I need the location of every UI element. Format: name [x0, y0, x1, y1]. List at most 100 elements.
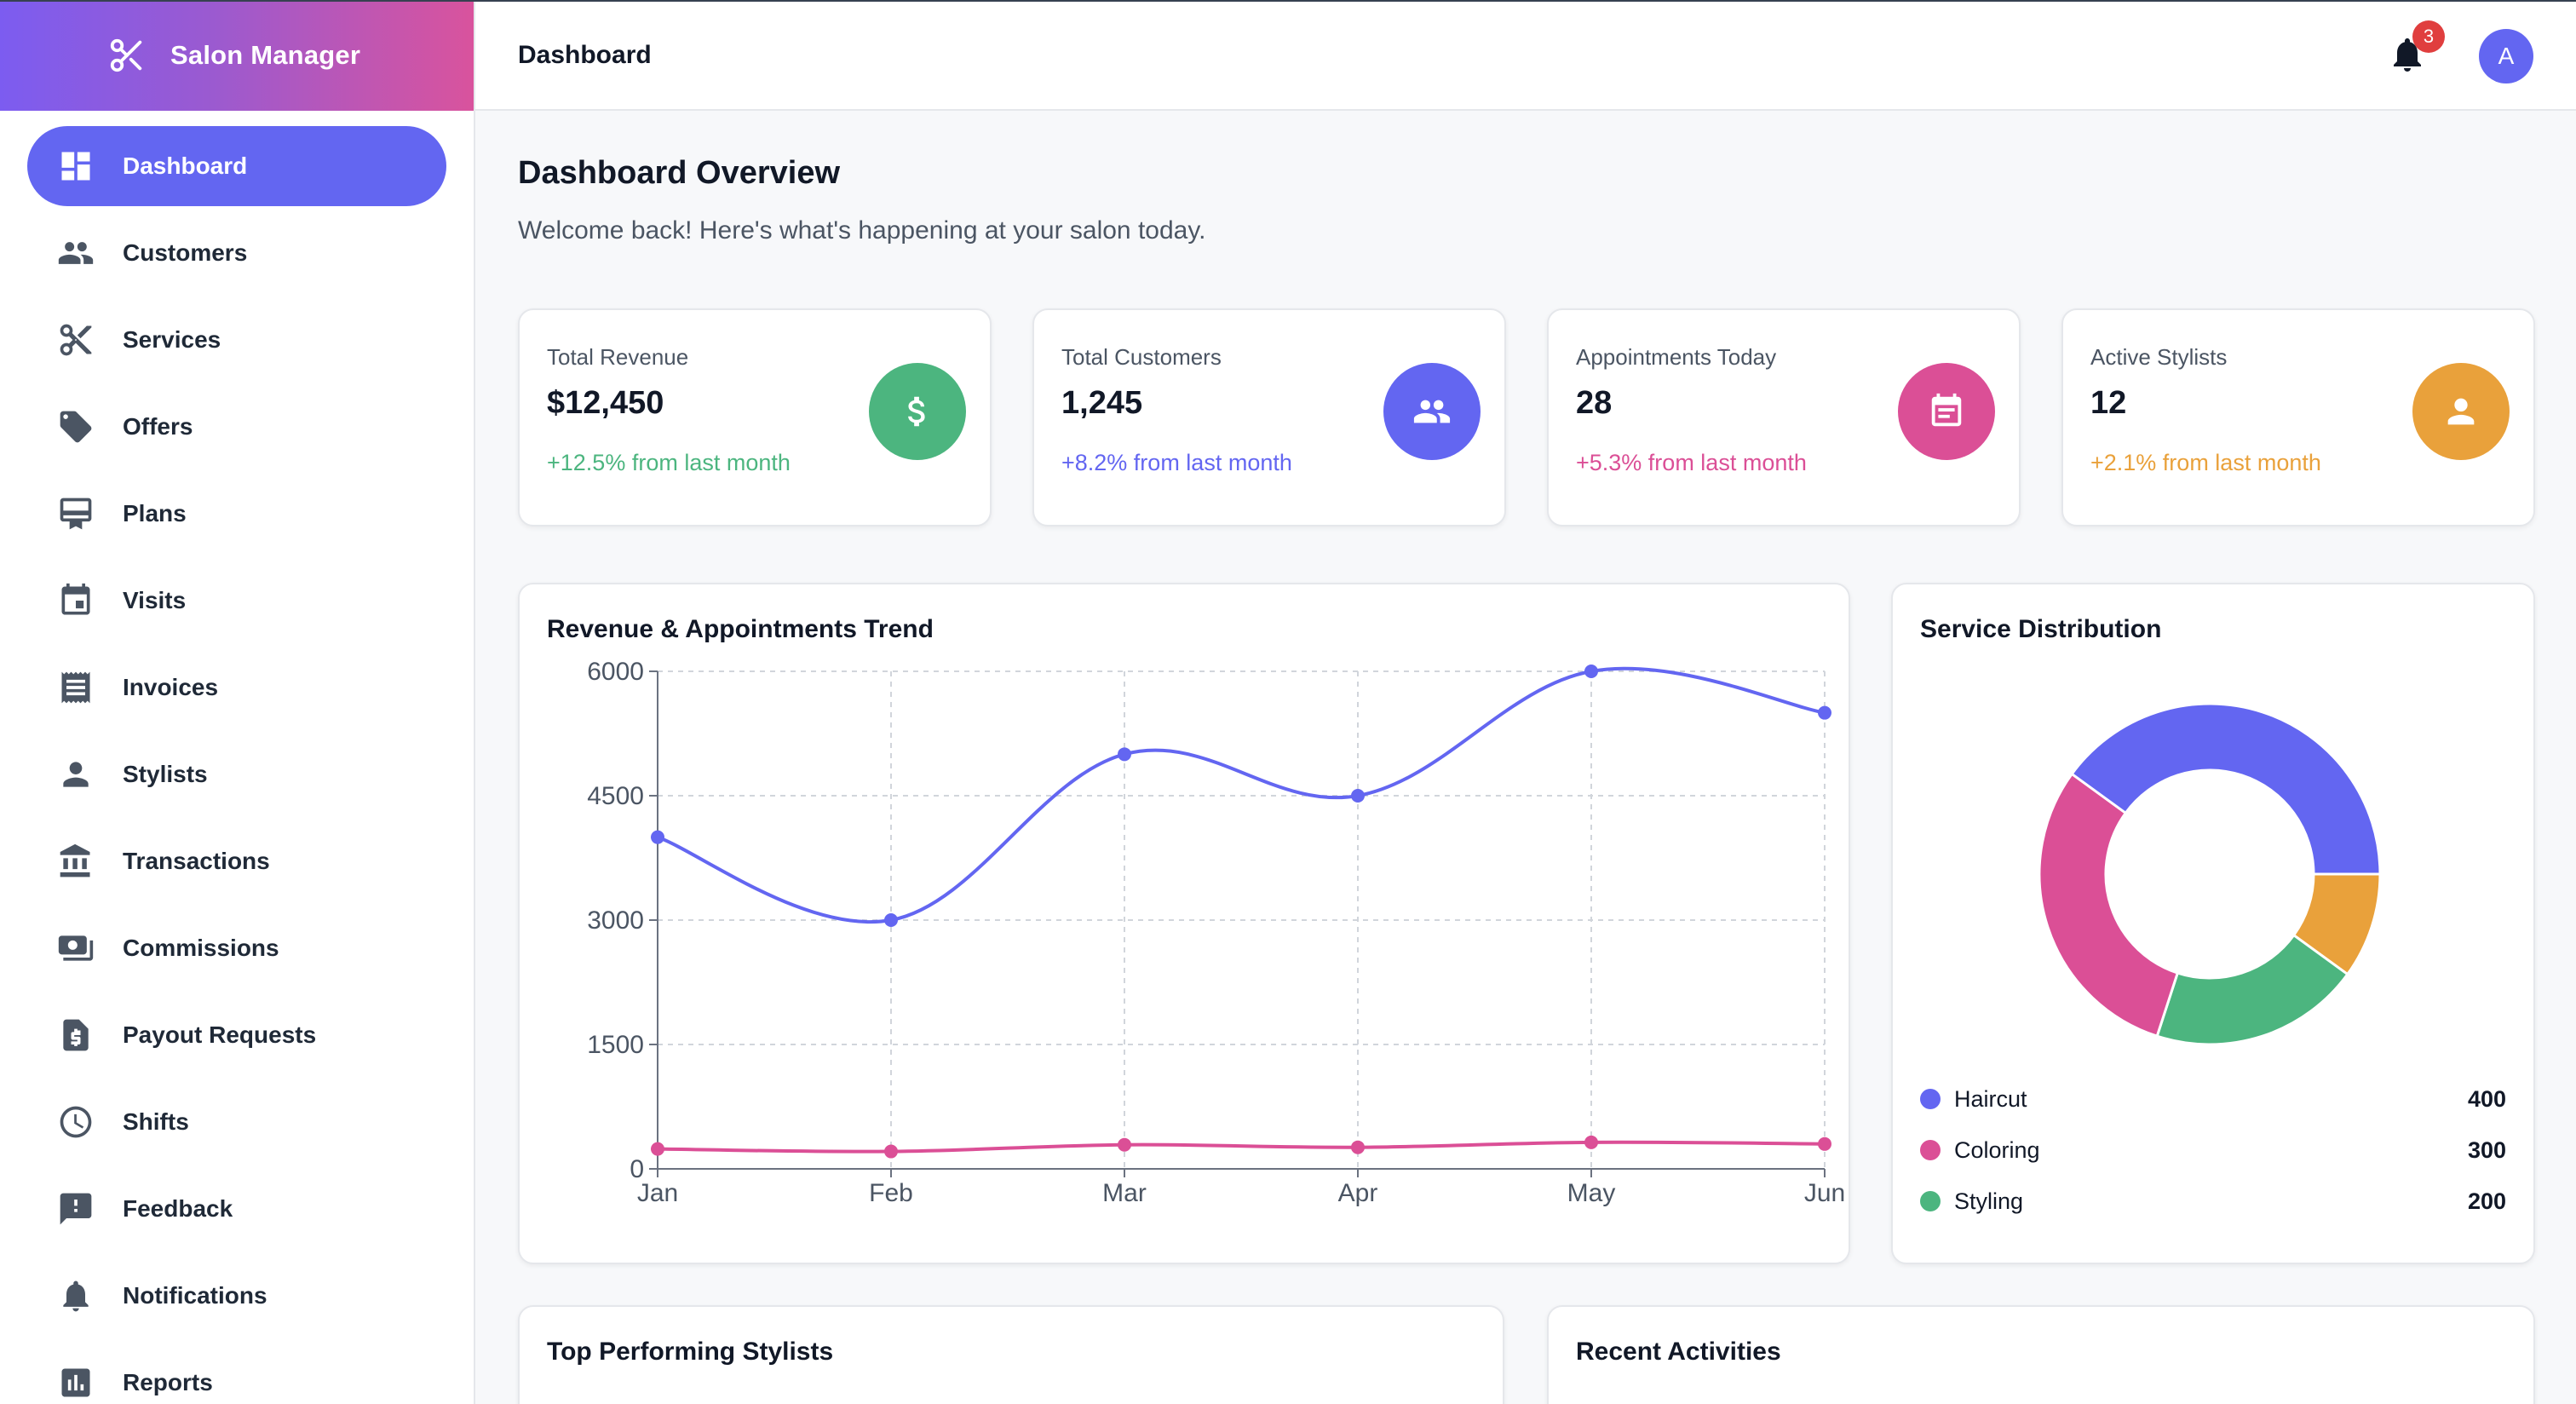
sidebar-nav: Dashboard Customers Services Offers Plan… [0, 111, 474, 1404]
stat-value: 28 [1576, 385, 1613, 421]
sidebar-item-offers[interactable]: Offers [27, 387, 446, 467]
sidebar-item-invoices[interactable]: Invoices [27, 647, 446, 728]
legend-value: 200 [2467, 1188, 2506, 1214]
notifications-button[interactable]: 3 [2387, 20, 2445, 82]
sidebar-item-dashboard[interactable]: Dashboard [27, 126, 446, 206]
stat-card-customers: Total Customers 1,245 +8.2% from last mo… [1032, 308, 1506, 526]
sidebar-item-stylists[interactable]: Stylists [27, 734, 446, 814]
legend-dot [1920, 1089, 1941, 1109]
y-tick-label: 6000 [587, 658, 644, 686]
legend-item-styling[interactable]: Styling 200 [1920, 1184, 2506, 1218]
dollar-icon [869, 363, 966, 460]
scissors-icon [56, 320, 95, 360]
stat-change: +8.2% from last month [1061, 450, 1292, 475]
stat-value: $12,450 [547, 385, 664, 421]
people-icon [56, 233, 95, 273]
tag-icon [56, 407, 95, 446]
notification-count-badge: 3 [2412, 20, 2445, 53]
sidebar-item-transactions[interactable]: Transactions [27, 821, 446, 901]
feedback-icon [56, 1189, 95, 1228]
sidebar-item-label: Visits [123, 587, 187, 613]
y-tick-label: 1500 [587, 1031, 644, 1059]
data-point [651, 1142, 664, 1156]
sidebar-item-payout-requests[interactable]: Payout Requests [27, 995, 446, 1075]
data-point [1584, 665, 1598, 678]
sidebar-item-label: Shifts [123, 1108, 189, 1135]
recent-activities-card: Recent Activities [1547, 1305, 2535, 1404]
sidebar-item-plans[interactable]: Plans [27, 474, 446, 554]
trend-line-chart: 0 1500 3000 4500 6000 Jan Feb Mar Apr May Jun [587, 658, 1845, 1207]
legend-label: Haircut [1954, 1085, 2027, 1112]
donut-slice [2038, 772, 2180, 1039]
trend-chart-card: Revenue & Appointments Trend 0 1500 3000 45… [518, 583, 1850, 1264]
sidebar-item-reports[interactable]: Reports [27, 1343, 446, 1404]
bar-chart-icon [56, 1363, 95, 1402]
chart-title: Revenue & Appointments Trend [547, 615, 934, 643]
data-point [1118, 1137, 1131, 1152]
sidebar-item-label: Dashboard [123, 152, 248, 179]
sidebar-item-label: Stylists [123, 761, 208, 787]
sidebar-item-services[interactable]: Services [27, 300, 446, 380]
service-distribution-card: Service Distribution Haircut 400 Colorin… [1891, 583, 2535, 1264]
data-point [1818, 1136, 1831, 1151]
brand-header[interactable]: Salon Manager [0, 0, 474, 111]
stat-value: 1,245 [1061, 385, 1143, 421]
sidebar: Salon Manager Dashboard Customers Servic… [0, 0, 475, 1404]
legend-value: 300 [2467, 1136, 2506, 1163]
x-tick-label: Feb [869, 1179, 913, 1207]
sidebar-item-visits[interactable]: Visits [27, 561, 446, 641]
legend-item-haircut[interactable]: Haircut 400 [1920, 1082, 2506, 1116]
stat-value: 12 [2090, 385, 2127, 421]
data-point [1118, 747, 1131, 762]
sidebar-item-commissions[interactable]: Commissions [27, 908, 446, 988]
sidebar-item-customers[interactable]: Customers [27, 213, 446, 293]
receipt-icon [56, 668, 95, 707]
x-tick-label: May [1567, 1179, 1616, 1207]
chart-title: Service Distribution [1920, 615, 2162, 643]
sidebar-item-notifications[interactable]: Notifications [27, 1256, 446, 1336]
sidebar-item-label: Plans [123, 500, 187, 526]
stat-label: Appointments Today [1576, 344, 1777, 370]
top-header: Dashboard 3 A [475, 2, 2576, 111]
stat-label: Total Revenue [547, 344, 689, 370]
sidebar-item-label: Feedback [123, 1195, 233, 1222]
stat-label: Total Customers [1061, 344, 1222, 370]
legend-item-coloring[interactable]: Coloring 300 [1920, 1133, 2506, 1167]
legend-dot [1920, 1140, 1941, 1160]
clock-icon [56, 1102, 95, 1142]
calendar-icon [56, 581, 95, 620]
page-subtitle: Welcome back! Here's what's happening at… [518, 216, 1206, 245]
user-avatar[interactable]: A [2479, 29, 2533, 83]
sidebar-item-label: Notifications [123, 1282, 267, 1309]
series-line [657, 1140, 1826, 1154]
sidebar-item-label: Reports [123, 1369, 213, 1395]
calendar-icon [1898, 363, 1995, 460]
sidebar-item-label: Services [123, 326, 221, 353]
legend-label: Coloring [1954, 1136, 2040, 1163]
donut-slice [2155, 933, 2349, 1046]
data-point [1351, 1140, 1365, 1154]
stat-card-stylists: Active Stylists 12 +2.1% from last month [2061, 308, 2535, 526]
header-title: Dashboard [518, 41, 652, 69]
person-icon [2412, 363, 2510, 460]
legend-label: Styling [1954, 1188, 2024, 1214]
person-icon [56, 755, 95, 794]
data-point [1818, 705, 1831, 720]
sidebar-item-shifts[interactable]: Shifts [27, 1082, 446, 1162]
scissors-icon [110, 38, 142, 72]
legend-dot [1920, 1191, 1941, 1211]
sidebar-item-feedback[interactable]: Feedback [27, 1169, 446, 1249]
stat-card-appointments: Appointments Today 28 +5.3% from last mo… [1547, 308, 2021, 526]
sidebar-item-label: Invoices [123, 674, 219, 700]
window-top-border [0, 0, 2576, 2]
donut-slice [2070, 702, 2382, 876]
x-tick-label: Jun [1804, 1179, 1845, 1207]
main-content: Dashboard Overview Welcome back! Here's … [475, 111, 2576, 1404]
bank-icon [56, 842, 95, 881]
data-point [1584, 1135, 1598, 1149]
sidebar-item-label: Transactions [123, 848, 270, 874]
dashboard-icon [56, 147, 95, 186]
x-tick-label: Apr [1338, 1179, 1378, 1207]
document-dollar-icon [56, 1016, 95, 1055]
data-point [651, 830, 664, 844]
